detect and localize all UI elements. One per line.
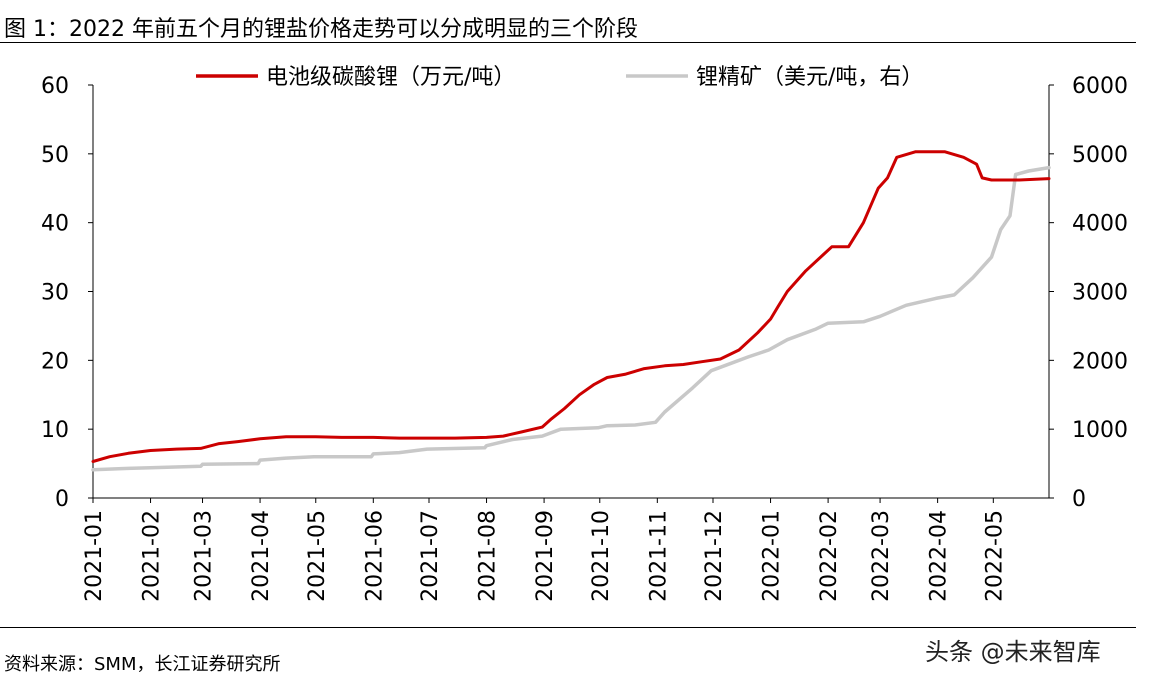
- x-tick-label: 2022-02: [817, 510, 842, 602]
- watermark: 头条 @未来智库: [925, 638, 1101, 666]
- x-tick-label: 2021-10: [589, 510, 614, 602]
- x-tick-label: 2021-05: [305, 510, 330, 602]
- x-tick-label: 2021-12: [702, 510, 727, 602]
- x-tick-label: 2022-01: [760, 510, 785, 602]
- series-line-lithium-concentrate: [91, 165, 1051, 472]
- y-left-tick-label: 20: [41, 349, 69, 374]
- source-note: 资料来源：SMM，长江证券研究所: [4, 654, 281, 675]
- y-right-tick-label: 0: [1072, 487, 1086, 512]
- x-tick-label: 2021-08: [476, 510, 501, 602]
- y-left-tick-label: 60: [41, 74, 69, 99]
- title-divider: [0, 42, 1136, 43]
- y-right-tick-label: 4000: [1072, 212, 1128, 237]
- x-tick-label: 2022-05: [982, 510, 1007, 602]
- chart-axes: 0 10 20 30 40 50 60 0 1000 2000 3000 4000 5000 6000 20…: [41, 74, 1128, 602]
- x-tick-label: 2022-03: [869, 510, 894, 602]
- y-right-tick-label: 5000: [1072, 143, 1128, 168]
- x-tick-label: 2021-11: [646, 510, 671, 602]
- y-left-tick-label: 50: [41, 143, 69, 168]
- line-chart: 0 10 20 30 40 50 60 0 1000 2000 3000 4000 5000 6000 20…: [41, 65, 1128, 602]
- x-tick-label: 2021-09: [533, 510, 558, 602]
- y-left-tick-label: 40: [41, 212, 69, 237]
- legend-label-lithium-concentrate: 锂精矿（美元/吨，右）: [696, 65, 923, 90]
- x-tick-label: 2021-01: [82, 510, 107, 602]
- chart-series: [91, 150, 1051, 472]
- figure-title: 图 1：2022 年前五个月的锂盐价格走势可以分成明显的三个阶段: [4, 17, 638, 42]
- y-right-tick-label: 6000: [1072, 74, 1128, 99]
- series-line-lithium-carbonate: [91, 150, 1051, 463]
- y-right-tick-label: 1000: [1072, 418, 1128, 443]
- x-tick-label: 2021-02: [140, 510, 165, 602]
- chart-legend: 电池级碳酸锂（万元/吨） 锂精矿（美元/吨，右）: [196, 65, 923, 90]
- x-tick-label: 2021-03: [192, 510, 217, 602]
- legend-label-lithium-carbonate: 电池级碳酸锂（万元/吨）: [266, 65, 515, 90]
- y-left-tick-label: 30: [41, 281, 69, 306]
- y-left-tick-label: 10: [41, 418, 69, 443]
- x-tick-label: 2022-04: [927, 510, 952, 602]
- y-right-tick-label: 2000: [1072, 349, 1128, 374]
- y-right-tick-label: 3000: [1072, 281, 1128, 306]
- x-tick-label: 2021-04: [249, 510, 274, 602]
- source-divider: [0, 627, 1136, 628]
- y-left-tick-label: 0: [55, 487, 69, 512]
- x-tick-label: 2021-07: [418, 510, 443, 602]
- x-tick-label: 2021-06: [362, 510, 387, 602]
